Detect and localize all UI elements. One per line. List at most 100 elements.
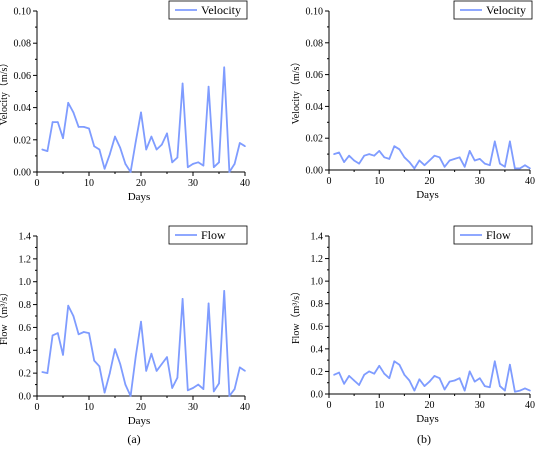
legend-label: Flow: [486, 228, 511, 242]
data-point: [443, 388, 446, 391]
data-point: [181, 298, 184, 300]
x-tick-label: 10: [84, 402, 94, 413]
data-point: [103, 391, 106, 394]
data-point: [343, 161, 345, 163]
y-tick-label: 1.4: [19, 232, 32, 243]
y-tick-label: 0.00: [306, 166, 324, 177]
data-point: [368, 153, 371, 155]
x-tick-label: 10: [374, 400, 384, 411]
y-axis-label: Flow（m³/s）: [290, 286, 302, 344]
data-point: [181, 82, 184, 85]
x-tick-label: 40: [525, 400, 535, 411]
y-tick-label: 0.08: [14, 39, 32, 50]
x-tick-label: 30: [475, 176, 485, 187]
data-point: [72, 315, 75, 317]
data-point: [388, 158, 391, 160]
x-axis-label: Days: [416, 189, 439, 201]
data-point: [504, 389, 506, 392]
data-point: [529, 167, 531, 170]
data-point: [483, 385, 486, 387]
data-point: [509, 363, 511, 366]
data-point: [197, 383, 199, 386]
data-point: [119, 363, 121, 365]
data-point: [187, 166, 189, 168]
data-point: [348, 375, 350, 377]
series-line-flow: [42, 289, 246, 397]
legend-box: [453, 225, 533, 245]
data-point: [135, 355, 137, 357]
data-point: [109, 372, 111, 374]
data-point: [458, 156, 461, 159]
data-point: [46, 372, 49, 374]
data-point: [473, 380, 476, 383]
legend-label: Flow: [201, 228, 226, 242]
data-point: [504, 166, 506, 168]
series-line-velocity: [333, 140, 531, 170]
x-tick-label: 30: [188, 402, 198, 413]
data-point: [207, 302, 210, 305]
data-point: [519, 167, 521, 170]
data-point: [413, 389, 416, 392]
data-point: [41, 371, 43, 373]
data-point: [514, 390, 516, 393]
data-point: [213, 166, 215, 168]
series-line-flow: [333, 360, 531, 393]
x-tick-label: 0: [35, 178, 40, 189]
data-point: [83, 126, 85, 128]
panel-label-a: (a): [127, 432, 140, 446]
data-point: [403, 156, 406, 159]
data-point: [155, 148, 158, 151]
data-point: [489, 386, 491, 389]
data-point: [41, 148, 43, 151]
y-tick-label: 0.0: [19, 392, 32, 403]
data-point: [353, 159, 355, 162]
data-point: [155, 370, 158, 372]
data-point: [458, 377, 461, 380]
y-tick-label: 0.2: [311, 367, 324, 378]
y-tick-label: 0.8: [19, 300, 32, 311]
data-point: [83, 331, 85, 333]
y-tick-label: 1.0: [311, 277, 324, 288]
data-point: [62, 354, 64, 356]
data-point: [433, 375, 436, 377]
panel-label-b: (b): [417, 432, 431, 446]
data-point: [338, 371, 340, 374]
data-point: [448, 159, 451, 162]
data-point: [483, 162, 486, 165]
data-point: [218, 382, 220, 385]
data-point: [171, 161, 173, 164]
data-point: [499, 385, 501, 387]
data-point: [494, 360, 496, 363]
data-point: [373, 372, 376, 375]
y-tick-label: 0.06: [306, 70, 324, 81]
data-point: [129, 395, 132, 397]
y-tick-label: 0.02: [306, 134, 324, 145]
data-point: [161, 143, 163, 146]
y-tick-label: 0.08: [306, 38, 324, 49]
data-point: [509, 140, 511, 143]
x-tick-label: 0: [327, 176, 332, 187]
data-point: [343, 383, 345, 385]
legend: Flow: [168, 225, 248, 245]
data-point: [93, 359, 95, 362]
data-point: [140, 320, 142, 323]
data-point: [145, 370, 147, 372]
data-point: [57, 121, 59, 123]
y-tick-label: 0.04: [14, 103, 32, 114]
x-tick-label: 10: [374, 176, 384, 187]
legend-label: Velocity: [486, 3, 526, 17]
data-point: [98, 148, 101, 151]
legend: Velocity: [168, 0, 248, 20]
data-point: [418, 159, 421, 162]
data-point: [388, 377, 391, 380]
y-tick-label: 0.10: [306, 7, 324, 18]
data-point: [433, 154, 436, 157]
x-tick-label: 30: [188, 178, 198, 189]
x-tick-label: 20: [136, 178, 146, 189]
x-tick-label: 20: [425, 400, 435, 411]
x-tick-label: 20: [425, 176, 435, 187]
data-point: [403, 374, 406, 376]
data-point: [333, 153, 335, 155]
data-point: [150, 135, 153, 138]
